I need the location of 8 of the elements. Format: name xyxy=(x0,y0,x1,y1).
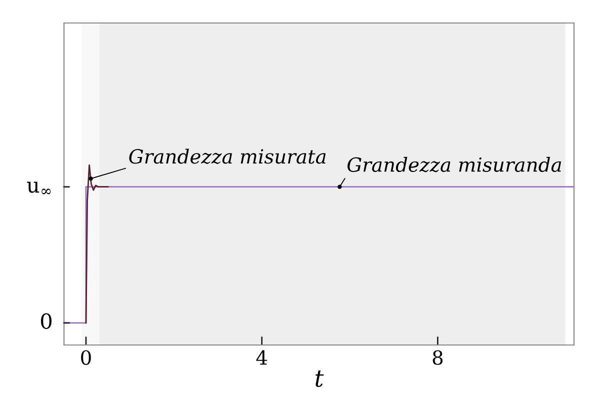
x-tick-label: 0 xyxy=(81,350,91,365)
text: u$_{∞}$ xyxy=(26,182,51,194)
annotation: Grandezza misurata xyxy=(129,148,326,164)
text: 0 xyxy=(41,313,52,329)
x-axis-title: t xyxy=(316,370,324,387)
x-tick-label: 4 xyxy=(256,350,268,365)
annotation: Grandezza misuranda xyxy=(348,156,562,172)
x-tick-label: 8 xyxy=(432,350,443,365)
